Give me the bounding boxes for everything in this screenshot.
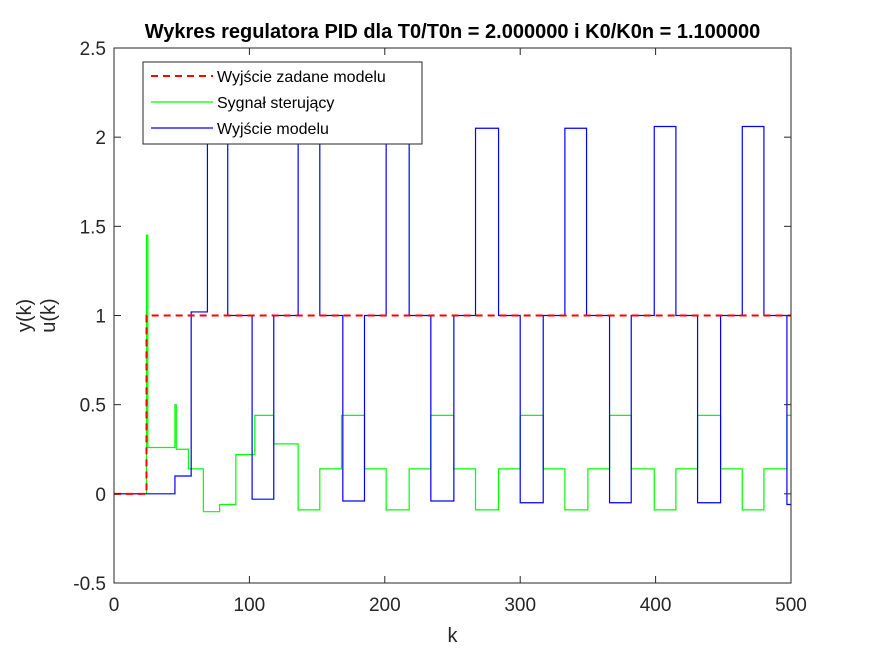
legend: Wyjście zadane modelu Sygnał sterujący W…	[142, 61, 423, 145]
y-tick-label: 0.5	[80, 396, 106, 417]
y-tick-label: -0.5	[73, 574, 106, 595]
y-axis-label-y: y(k)	[14, 299, 36, 332]
y-tick-label: 2	[95, 128, 106, 149]
y-tick-label: 2.5	[80, 39, 106, 60]
x-tick-label: 200	[369, 595, 401, 616]
y-tick-label: 1.5	[80, 217, 106, 238]
legend-label-setpoint: Wyjście zadane modelu	[217, 69, 386, 86]
chart-title: Wykres regulatora PID dla T0/T0n = 2.000…	[145, 21, 761, 43]
legend-label-model-output: Wyjście modelu	[217, 121, 329, 138]
x-tick-label: 300	[504, 595, 536, 616]
x-tick-label: 0	[109, 595, 120, 616]
y-axis-label-u: u(k)	[38, 298, 60, 332]
x-axis-label: k	[448, 625, 459, 647]
legend-label-control-signal: Sygnał sterujący	[217, 95, 334, 112]
y-tick-label: 0	[95, 485, 106, 506]
x-tick-label: 500	[775, 595, 807, 616]
series-line-setpoint	[114, 314, 791, 495]
tick-layer: 0 100 200 300 400 500-0.500.511.522.5	[73, 39, 807, 616]
series-layer	[114, 125, 791, 513]
y-tick-label: 1	[95, 307, 106, 328]
x-tick-label: 400	[640, 595, 672, 616]
x-tick-label: 100	[234, 595, 266, 616]
